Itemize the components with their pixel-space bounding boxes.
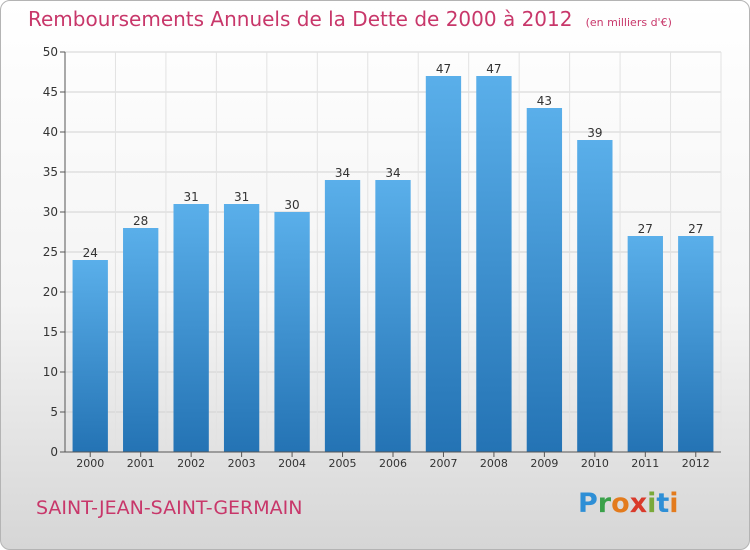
- y-tick-label: 50: [43, 45, 58, 59]
- x-tick-label: 2008: [480, 457, 508, 470]
- x-tick-label: 2005: [329, 457, 357, 470]
- data-label: 34: [335, 166, 350, 180]
- data-label: 31: [184, 190, 199, 204]
- x-tick-label: 2011: [631, 457, 659, 470]
- x-tick-label: 2010: [581, 457, 609, 470]
- x-tick-label: 2007: [429, 457, 457, 470]
- city-name: SAINT-JEAN-SAINT-GERMAIN: [36, 497, 303, 519]
- chart-title: Remboursements Annuels de la Dette de 20…: [28, 7, 573, 31]
- data-label: 43: [537, 94, 552, 108]
- x-tick-label: 2002: [177, 457, 205, 470]
- bar-2000[interactable]: [72, 260, 108, 452]
- y-tick-label: 20: [43, 285, 58, 299]
- y-tick-label: 30: [43, 205, 58, 219]
- bar-2004[interactable]: [274, 212, 310, 452]
- x-tick-label: 2009: [530, 457, 558, 470]
- bar-2011[interactable]: [627, 236, 663, 452]
- y-tick-label: 25: [43, 245, 58, 259]
- title-row: Remboursements Annuels de la Dette de 20…: [28, 7, 672, 31]
- axis-layer: 0 5 10 15 20 25 30 35 40 45 50 2000 2001 2002 2003 2004…: [43, 45, 721, 470]
- y-tick-label: 5: [50, 405, 58, 419]
- data-label: 28: [133, 214, 148, 228]
- bar-2001[interactable]: [123, 228, 159, 452]
- y-tick-label: 45: [43, 85, 58, 99]
- bar-2002[interactable]: [173, 204, 209, 452]
- bar-2010[interactable]: [577, 140, 613, 452]
- y-tick-label: 40: [43, 125, 58, 139]
- bar-2008[interactable]: [476, 76, 512, 452]
- bar-2005[interactable]: [324, 180, 361, 452]
- x-tick-label: 2001: [127, 457, 155, 470]
- data-label: 47: [486, 62, 501, 76]
- data-label: 34: [385, 166, 400, 180]
- bar-2006[interactable]: [375, 180, 411, 452]
- chart-subtitle: (en milliers d'€): [585, 16, 672, 29]
- y-tick-label: 35: [43, 165, 58, 179]
- x-tick-label: 2003: [228, 457, 256, 470]
- data-label: 47: [436, 62, 451, 76]
- x-tick-label: 2004: [278, 457, 306, 470]
- data-label: 39: [587, 126, 602, 140]
- data-label: 27: [688, 222, 703, 236]
- data-label: 27: [638, 222, 653, 236]
- x-tick-label: 2000: [76, 457, 104, 470]
- bar-2012[interactable]: [678, 236, 714, 452]
- data-label: 31: [234, 190, 249, 204]
- y-tick-label: 15: [43, 325, 58, 339]
- y-tick-label: 0: [50, 445, 58, 459]
- bar-2007[interactable]: [425, 76, 462, 452]
- bar-2003[interactable]: [223, 204, 260, 452]
- y-tick-label: 10: [43, 365, 58, 379]
- data-label: 24: [83, 246, 98, 260]
- x-tick-label: 2012: [682, 457, 710, 470]
- bar-2009[interactable]: [526, 108, 563, 452]
- x-tick-label: 2006: [379, 457, 407, 470]
- proxiti-logo[interactable]: Proxiti: [578, 488, 679, 519]
- data-label: 30: [284, 198, 299, 212]
- bar-layer: 24 28 31 31 30 34 34 47 47 43 39 27 27: [72, 62, 714, 452]
